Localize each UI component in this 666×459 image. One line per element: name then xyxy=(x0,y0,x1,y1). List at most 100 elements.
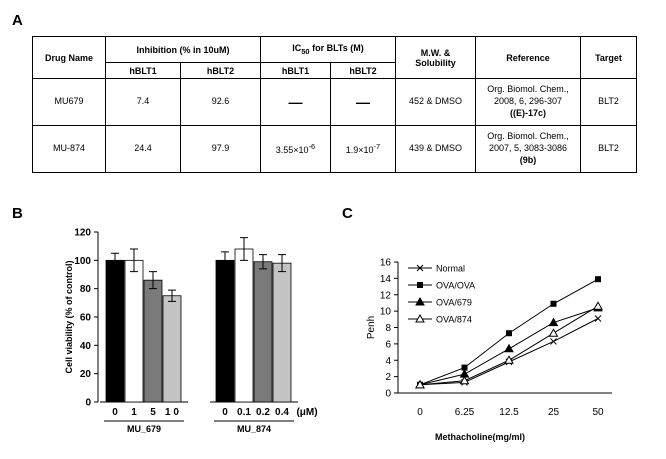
marker xyxy=(504,355,514,364)
ref-line: (9b) xyxy=(519,154,537,165)
x-tick-label: 5 xyxy=(150,407,156,418)
x-tick-label: 0 xyxy=(222,407,228,418)
ref-line: 2007, 5, 3083-3086 xyxy=(488,143,568,154)
y-tick-label: 0 xyxy=(85,398,91,409)
y-tick-label: 10 xyxy=(380,307,392,318)
y-tick-label: 100 xyxy=(74,256,91,267)
cell: BLT2 xyxy=(580,78,637,126)
unit-label: (μM) xyxy=(296,407,317,418)
y-tick-label: 2 xyxy=(385,372,391,383)
error-bar xyxy=(111,252,119,268)
bar xyxy=(272,262,292,403)
y-axis-label: Penh xyxy=(366,316,377,339)
header-text: Solubility xyxy=(415,57,456,68)
header-sub: 50 xyxy=(301,46,310,56)
x-tick-label: 12.5 xyxy=(499,407,519,418)
y-tick-label: 120 xyxy=(74,228,91,239)
y-tick-label: 4 xyxy=(385,356,391,367)
error-bar xyxy=(240,237,248,261)
marker xyxy=(550,338,557,345)
cell: 1.9×10-7 xyxy=(330,125,396,173)
panel-label: A xyxy=(12,12,23,29)
y-tick-label: 40 xyxy=(80,341,92,352)
bar xyxy=(253,261,273,403)
data-table: Drug Name Inhibition (% in 10uM) IC50 fo… xyxy=(32,36,637,173)
legend-marker xyxy=(416,264,424,272)
error-bar xyxy=(278,254,286,273)
y-tick-label: 0 xyxy=(385,389,391,400)
cell: MU-874 xyxy=(32,125,106,173)
cell: Org. Biomol. Chem., 2007, 5, 3083-3086 (9b… xyxy=(475,125,581,173)
marker xyxy=(548,317,559,327)
y-tick-label: 8 xyxy=(385,323,391,334)
x-tick-label: 1 xyxy=(131,407,137,418)
x-tick-label: 0.2 xyxy=(256,407,270,418)
error-bar xyxy=(168,289,176,302)
marker xyxy=(550,300,557,307)
x-tick-label: 0.1 xyxy=(237,407,251,418)
group-label: MU_874 xyxy=(237,424,271,434)
x-tick-label: 0 xyxy=(112,407,118,418)
cell: MU679 xyxy=(32,78,106,126)
ref-line: Org. Biomol. Chem., xyxy=(487,131,569,142)
cell-sup: -6 xyxy=(308,141,316,151)
x-tick-label: 6.25 xyxy=(455,407,475,418)
marker xyxy=(595,276,601,283)
marker xyxy=(415,379,425,389)
error-bar xyxy=(259,254,267,270)
cell: 439 & DMSO xyxy=(395,125,476,173)
ref-line: ((E)-17c) xyxy=(509,107,546,118)
header-text: for BLTs (M) xyxy=(309,43,364,54)
panel-label: B xyxy=(12,205,23,222)
header-cell: Reference xyxy=(475,36,581,79)
bar xyxy=(234,248,254,403)
marker xyxy=(593,301,603,310)
x-tick-label: 1 0 xyxy=(165,407,179,418)
ref-line: 2008, 6, 296-307 xyxy=(493,96,563,107)
y-tick-label: 6 xyxy=(385,339,391,350)
cell: 3.55×10-6 xyxy=(260,125,331,173)
error-bar xyxy=(130,248,138,273)
cell: 24.4 xyxy=(105,125,181,173)
bar xyxy=(215,259,235,403)
bar xyxy=(162,295,182,403)
bar xyxy=(124,259,144,403)
legend-marker xyxy=(415,296,425,306)
y-axis-label: Cell viability (% of control) xyxy=(64,260,74,373)
marker xyxy=(506,330,512,337)
x-tick-label: 50 xyxy=(592,407,604,418)
cell-sup: -7 xyxy=(373,141,381,151)
header-text: IC xyxy=(292,43,302,54)
x-tick-label: 25 xyxy=(548,407,560,418)
marker xyxy=(594,315,602,322)
marker xyxy=(548,328,559,337)
x-tick-label: 0 xyxy=(417,407,423,418)
cell: — xyxy=(260,78,331,126)
cell: 7.4 xyxy=(105,78,181,126)
y-tick-label: 60 xyxy=(80,313,92,324)
y-tick-label: 20 xyxy=(80,369,92,380)
marker xyxy=(459,375,470,385)
legend-label: OVA/679 xyxy=(436,298,472,308)
cell-text: 1.9×10 xyxy=(345,144,374,155)
header-cell: Drug Name xyxy=(32,36,106,79)
y-tick-label: 16 xyxy=(380,258,392,269)
y-tick-label: 80 xyxy=(80,284,92,295)
panel-label: C xyxy=(342,205,353,222)
marker xyxy=(461,364,468,371)
legend-marker xyxy=(415,313,425,323)
y-tick-label: 12 xyxy=(380,290,392,301)
legend-label: Normal xyxy=(436,264,465,274)
cell-text: 3.55×10 xyxy=(275,144,309,155)
marker xyxy=(504,343,514,353)
cell: BLT2 xyxy=(580,125,637,173)
legend-label: OVA/OVA xyxy=(436,281,475,291)
error-bar xyxy=(149,271,157,290)
x-tick-label: 0.4 xyxy=(275,407,289,418)
header-text: M.W. & xyxy=(420,47,451,58)
cell: 97.9 xyxy=(180,125,261,173)
error-bar xyxy=(221,251,229,270)
ref-line: Org. Biomol. Chem., xyxy=(487,84,569,95)
